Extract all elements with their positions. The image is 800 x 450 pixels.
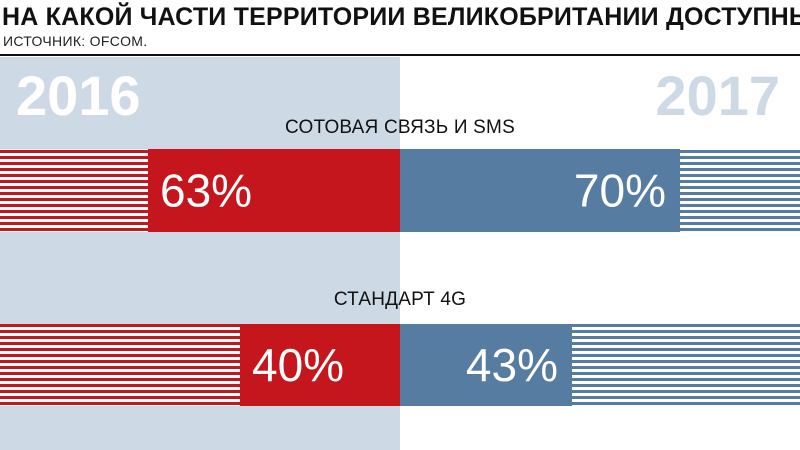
- bar-remainder-2017-mobile: [680, 149, 800, 232]
- chart-title: НА КАКОЙ ЧАСТИ ТЕРРИТОРИИ ВЕЛИКОБРИТАНИИ…: [2, 3, 800, 31]
- value-label-2016-4g: 40%: [252, 339, 344, 391]
- bar-2017-mobile: [400, 149, 680, 232]
- source-note: ИСТОЧНИК: OFCOM.: [3, 33, 148, 49]
- value-label-2016-mobile: 63%: [160, 165, 252, 217]
- category-label-mobile: СОТОВАЯ СВЯЗЬ И SMS: [285, 117, 515, 138]
- bar-remainder-2017-4g: [572, 324, 800, 406]
- series-label-2016: 2016: [16, 64, 141, 127]
- bar-2017-4g: [400, 324, 572, 406]
- category-label-4g: СТАНДАРТ 4G: [333, 289, 467, 310]
- series-label-2017: 2017: [655, 64, 780, 127]
- bar-remainder-2016-4g: [0, 324, 240, 406]
- bar-2016-mobile: [148, 149, 400, 232]
- value-label-2017-mobile: 70%: [574, 165, 666, 217]
- bar-2016-4g: [240, 324, 400, 406]
- title-divider: [0, 54, 800, 56]
- value-label-2017-4g: 43%: [466, 339, 558, 391]
- bar-remainder-2016-mobile: [0, 149, 148, 232]
